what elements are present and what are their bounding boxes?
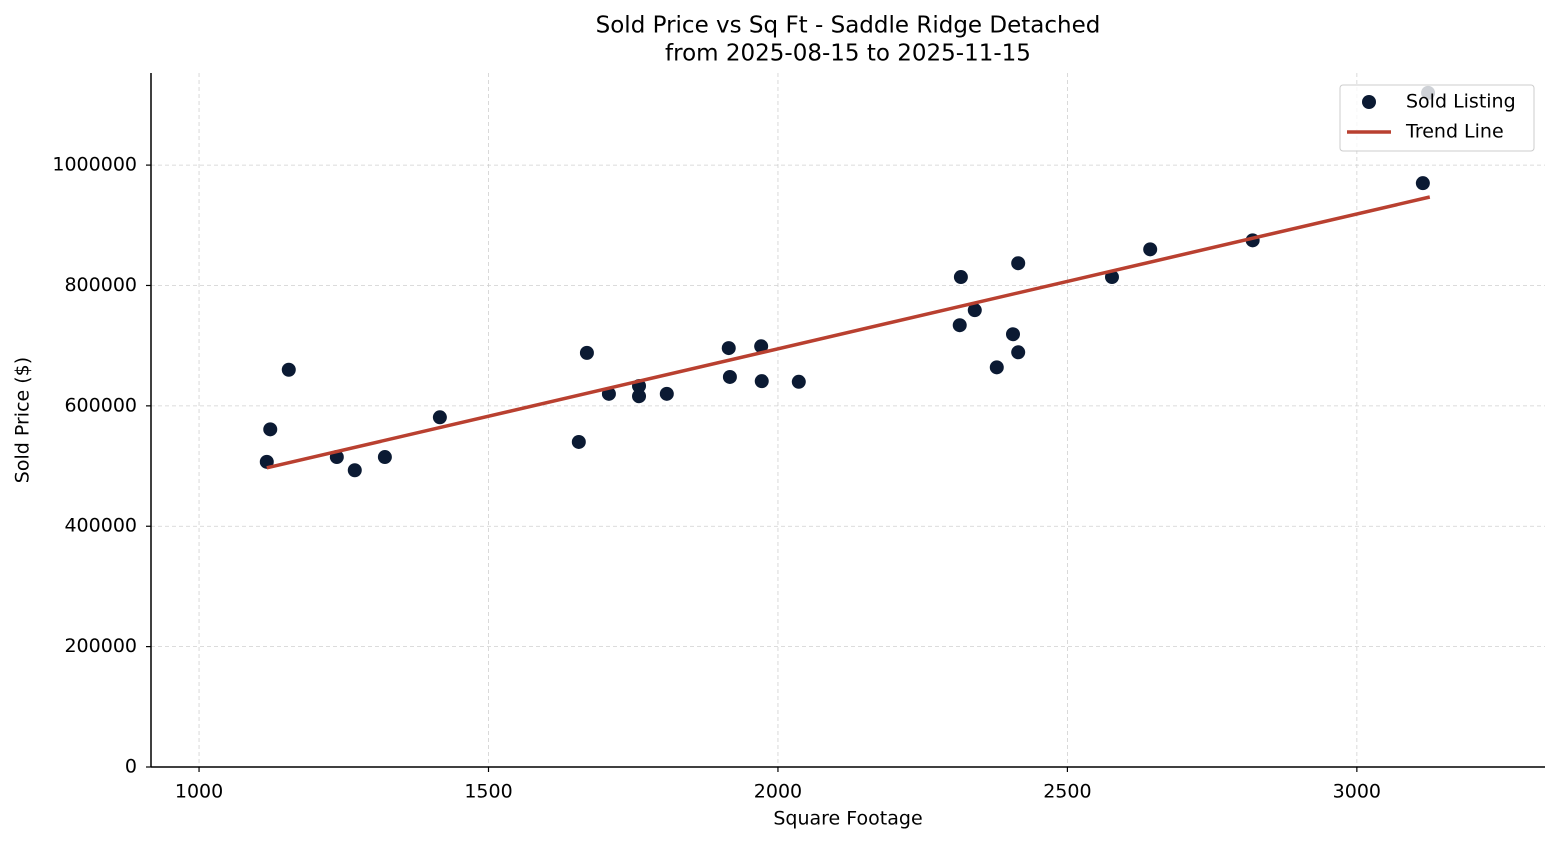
data-point [953, 270, 968, 285]
data-point [967, 303, 982, 318]
y-tick-label: 1000000 [52, 154, 137, 176]
y-tick-label: 200000 [64, 635, 137, 657]
legend-marker [1362, 95, 1376, 109]
data-point [1143, 242, 1158, 257]
legend-box [1339, 84, 1535, 152]
data-point [1415, 176, 1430, 191]
trend-line [266, 195, 1431, 470]
x-tick-label: 3000 [1333, 781, 1381, 803]
chart-title: Sold Price vs Sq Ft - Saddle Ridge Detac… [596, 13, 1101, 39]
y-tick-label: 400000 [64, 515, 137, 537]
y-axis-label: Sold Price ($) [12, 357, 34, 483]
chart-subtitle: from 2025-08-15 to 2025-11-15 [665, 41, 1031, 67]
legend-label: Trend Line [1405, 121, 1504, 143]
data-point [1011, 345, 1026, 360]
data-point [281, 362, 296, 377]
x-axis-label: Square Footage [773, 808, 922, 830]
x-tick-label: 2500 [1043, 781, 1091, 803]
legend: Sold Listing Trend Line [1339, 84, 1535, 152]
data-point [377, 450, 392, 465]
data-point [347, 463, 362, 478]
legend-label: Sold Listing [1406, 91, 1516, 113]
data-point [1005, 327, 1020, 342]
data-point [722, 369, 737, 384]
data-point [659, 386, 674, 401]
data-point [754, 339, 769, 354]
data-point [632, 389, 647, 404]
y-tick-label: 600000 [64, 394, 137, 416]
x-tick-label: 2000 [754, 781, 802, 803]
data-point [721, 341, 736, 356]
data-point [952, 318, 967, 333]
y-tick-label: 0 [125, 756, 137, 778]
x-tick-label: 1500 [464, 781, 512, 803]
x-tick-label: 1000 [175, 781, 223, 803]
data-point [263, 422, 278, 437]
data-point [1011, 256, 1026, 271]
data-point [791, 374, 806, 389]
data-point [571, 434, 586, 449]
data-point [432, 410, 447, 425]
data-point [754, 374, 769, 389]
data-point [579, 345, 594, 360]
data-point [989, 360, 1004, 375]
y-tick-label: 800000 [64, 274, 137, 296]
